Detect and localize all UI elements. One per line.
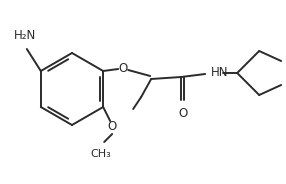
Text: HN: HN [211, 66, 229, 79]
Text: O: O [178, 107, 187, 120]
Text: CH₃: CH₃ [91, 149, 112, 159]
Text: O: O [119, 63, 128, 75]
Text: O: O [108, 121, 117, 134]
Text: H₂N: H₂N [14, 29, 36, 42]
